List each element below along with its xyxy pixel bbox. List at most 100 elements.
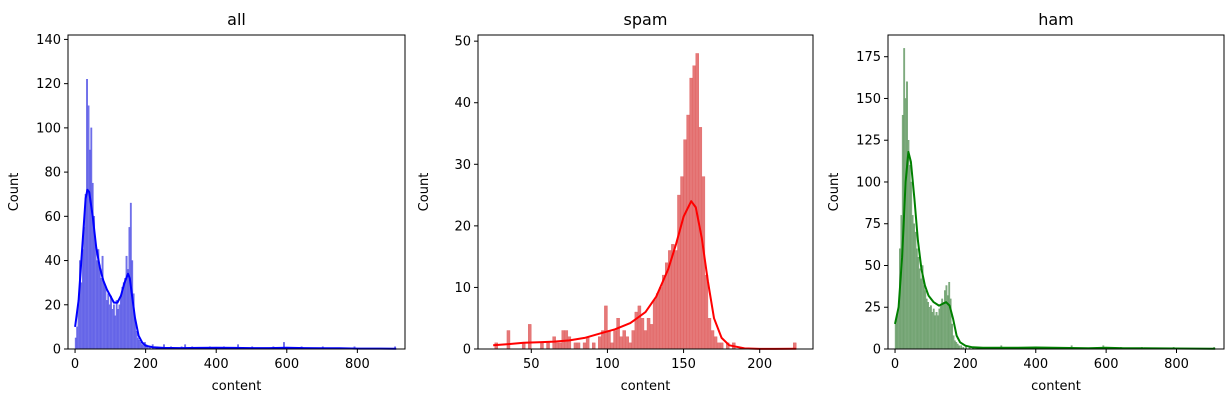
spam-ytick-label-30: 30	[454, 158, 471, 173]
spam-bar-14	[582, 342, 587, 350]
ham-ytick-label-175: 175	[856, 50, 881, 65]
spam-bar-24	[619, 336, 623, 350]
spam-bar-5	[546, 342, 550, 350]
all-bar-22	[105, 300, 108, 350]
all-bar-28	[114, 315, 117, 350]
ham-ytick-label-50: 50	[864, 259, 881, 274]
all-bar-11	[90, 127, 93, 350]
all-bar-10	[88, 149, 91, 350]
all-bar-36	[125, 255, 128, 350]
spam-bar-9	[561, 330, 565, 350]
ham-bar-21	[924, 290, 927, 350]
all-ytick-label-80: 80	[44, 166, 61, 181]
ham-bar-0	[894, 323, 897, 350]
ham-bar-38	[948, 281, 951, 350]
ham-bar-29	[935, 312, 938, 350]
panel-spam: 50 100 150 200 0 10 20 30 40 50 spam content Count	[417, 10, 814, 394]
spam-bar-46	[686, 114, 690, 350]
all-bar-47	[141, 344, 144, 350]
all-bar-18	[100, 278, 103, 350]
spam-bar-37	[659, 287, 663, 350]
spam-bars	[494, 53, 797, 350]
spam-bar-56	[716, 342, 721, 350]
spam-bar-28	[631, 330, 636, 350]
spam-ytick-label-10: 10	[454, 281, 471, 296]
spam-ylabel: Count	[417, 173, 432, 212]
panel-ham: 0 200 400 600 800 0 25 50 75 100 125 150 175 ham conte…	[827, 10, 1225, 394]
all-bar-14	[94, 242, 97, 350]
ham-ytick-label-100: 100	[856, 175, 881, 190]
all-bar-0	[74, 337, 77, 350]
ham-bar-46	[960, 345, 963, 350]
all-bar-37	[127, 269, 129, 350]
ham-bar-22	[925, 298, 928, 350]
ham-bar-14	[914, 231, 917, 350]
ham-bar-28	[934, 315, 937, 350]
all-bar-34	[122, 282, 125, 350]
all-ytick-label-120: 120	[36, 77, 61, 92]
spam-bar-30	[637, 305, 642, 350]
all-xlabel: content	[212, 379, 262, 394]
spam-xtick-label-50: 50	[523, 357, 540, 372]
all-bar-24	[108, 304, 111, 350]
spam-bar-3	[528, 324, 532, 350]
spam-xtick-label-200: 200	[747, 357, 772, 372]
ham-bar-9	[907, 140, 910, 350]
all-bar-43	[135, 331, 138, 350]
spam-bar-13	[576, 342, 581, 350]
ham-bar-17	[918, 268, 921, 350]
all-ytick-label-60: 60	[44, 210, 61, 225]
spam-ytick-label-20: 20	[454, 219, 471, 234]
spam-bar-36	[655, 293, 660, 350]
all-title: all	[227, 10, 246, 29]
spam-bar-57	[719, 342, 724, 350]
all-bar-32	[120, 295, 122, 350]
ham-bar-41	[952, 335, 955, 350]
all-bar-26	[111, 308, 114, 350]
all-bar-29	[115, 300, 118, 350]
all-ytick-label-40: 40	[44, 254, 61, 269]
ham-xlabel: content	[1031, 379, 1081, 394]
spam-bar-33	[646, 318, 651, 350]
all-bar-30	[117, 308, 120, 350]
spam-bar-26	[625, 336, 629, 350]
spam-bar-12	[573, 342, 578, 350]
spam-ytick-label-50: 50	[454, 35, 471, 50]
ham-bar-12	[911, 215, 914, 350]
spam-bar-32	[643, 330, 648, 350]
ham-bar-33	[941, 298, 944, 350]
all-bar-9	[87, 105, 90, 350]
ham-bar-13	[913, 223, 915, 350]
all-kde-line	[74, 188, 397, 350]
spam-title: spam	[624, 10, 668, 29]
ham-ytick-label-125: 125	[856, 134, 881, 149]
spam-bar-45	[683, 139, 687, 350]
spam-bar-53	[707, 318, 712, 350]
ham-bar-11	[910, 181, 913, 350]
spam-ytick-label-40: 40	[454, 96, 471, 111]
spam-xtick-label-100: 100	[595, 357, 620, 372]
spam-bar-4	[540, 342, 544, 350]
ham-kde-line	[894, 150, 1216, 350]
ham-ytick-label-25: 25	[864, 301, 881, 316]
ham-bar-8	[906, 81, 908, 350]
spam-axes-frame	[477, 34, 814, 350]
spam-bar-15	[585, 336, 590, 350]
all-ytick-label-140: 140	[36, 33, 61, 48]
spam-bar-25	[622, 330, 626, 350]
ham-bar-40	[951, 323, 953, 350]
all-bar-8	[86, 79, 88, 350]
ham-bar-44	[956, 343, 959, 350]
spam-bar-47	[689, 77, 693, 350]
ham-bar-7	[904, 98, 907, 350]
all-bar-38	[128, 227, 131, 350]
all-bar-20	[103, 282, 105, 350]
ham-ytick-label-150: 150	[856, 92, 881, 107]
ham-ytick-label-0: 0	[873, 343, 881, 358]
all-bar-35	[124, 278, 127, 350]
all-bar-19	[101, 255, 104, 350]
spam-bar-55	[713, 336, 718, 350]
ham-ytick-label-75: 75	[864, 217, 881, 232]
all-bars	[74, 79, 397, 350]
all-bar-27	[112, 304, 115, 350]
